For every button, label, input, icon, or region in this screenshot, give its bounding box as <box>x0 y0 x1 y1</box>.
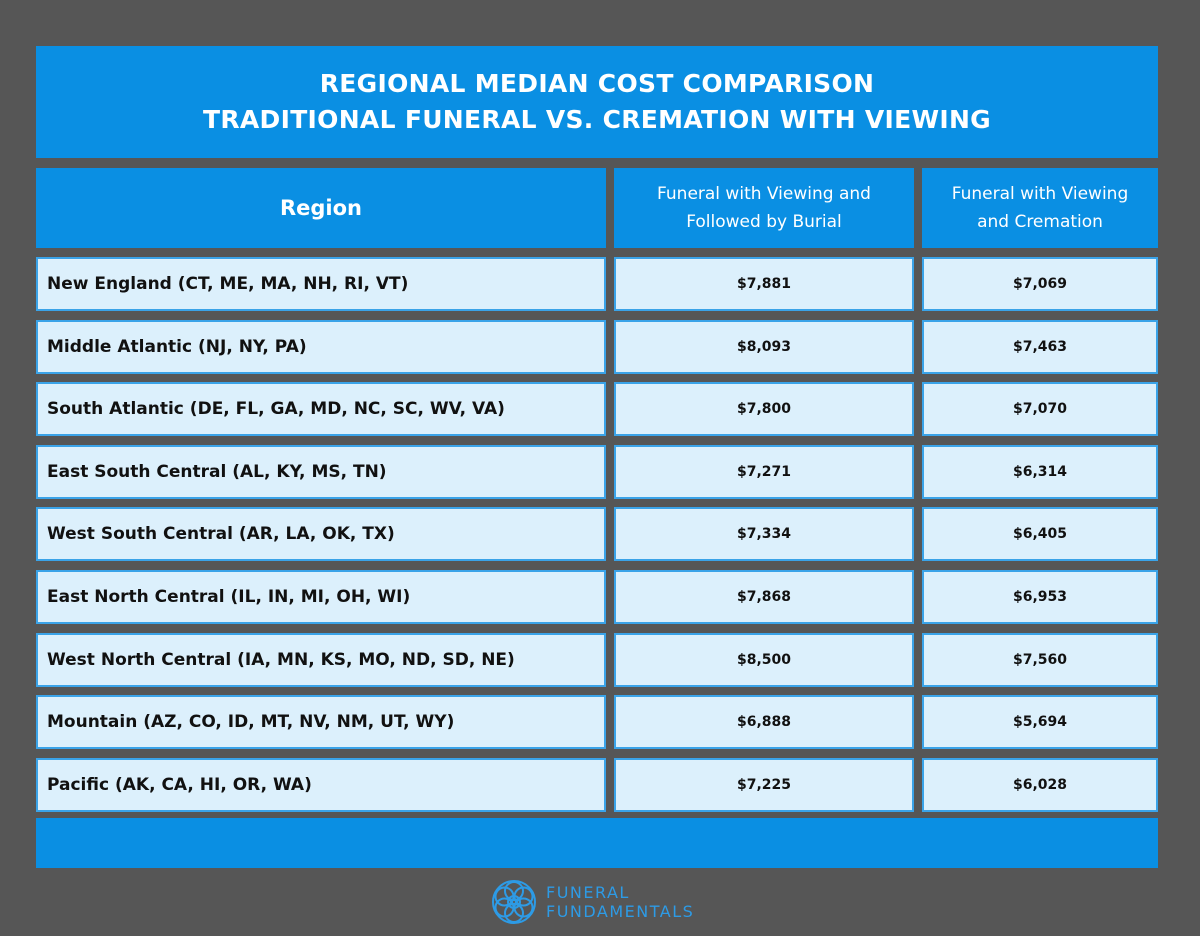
region-cell: West North Central (IA, MN, KS, MO, ND, … <box>36 632 606 687</box>
cost-cell: $6,314 <box>922 444 1158 499</box>
brand-text: FUNERAL FUNDAMENTALS <box>546 883 694 921</box>
region-cell: Pacific (AK, CA, HI, OR, WA) <box>36 757 606 812</box>
cost-cell: $6,405 <box>922 507 1158 562</box>
region-cell: Mountain (AZ, CO, ID, MT, NV, NM, UT, WY… <box>36 695 606 750</box>
title-banner: REGIONAL MEDIAN COST COMPARISON TRADITION… <box>36 46 1158 158</box>
brand-line: FUNERAL <box>546 883 630 902</box>
cost-cell: $7,463 <box>922 319 1158 374</box>
brand-line: FUNDAMENTALS <box>546 902 695 921</box>
cost-cell: $7,560 <box>922 632 1158 687</box>
header-line: Funeral with Viewing <box>951 184 1129 204</box>
cost-cell: $7,334 <box>614 507 914 562</box>
header-line: Followed by Burial <box>686 212 842 232</box>
region-cell: East South Central (AL, KY, MS, TN) <box>36 444 606 499</box>
cost-cell: $6,028 <box>922 757 1158 812</box>
cost-cell: $6,953 <box>922 570 1158 624</box>
cost-cell: $7,800 <box>614 382 914 437</box>
header-line: Funeral with Viewing and <box>657 184 871 204</box>
brand-logo: FUNERAL FUNDAMENTALS <box>490 878 694 926</box>
cost-cell: $8,093 <box>614 319 914 374</box>
cost-cell: $7,271 <box>614 444 914 499</box>
cost-cell: $7,881 <box>614 257 914 311</box>
cost-cell: $8,500 <box>614 632 914 687</box>
cost-cell: $7,868 <box>614 570 914 624</box>
title-line: TRADITIONAL FUNERAL VS. CREMATION WITH V… <box>203 105 991 134</box>
region-cell: South Atlantic (DE, FL, GA, MD, NC, SC, … <box>36 382 606 437</box>
title-line: REGIONAL MEDIAN COST COMPARISON <box>319 69 875 98</box>
cost-cell: $7,069 <box>922 257 1158 311</box>
cost-cell: $5,694 <box>922 695 1158 750</box>
header-line: and Cremation <box>977 212 1103 232</box>
cost-cell: $7,070 <box>922 382 1158 437</box>
header-line: Region <box>279 196 363 220</box>
column-header: Funeral with Viewing and Cremation <box>922 168 1158 248</box>
region-cell: New England (CT, ME, MA, NH, RI, VT) <box>36 257 606 311</box>
cost-cell: $6,888 <box>614 695 914 750</box>
logo-icon <box>492 880 536 924</box>
column-header: Region <box>36 168 606 248</box>
cost-cell: $7,225 <box>614 757 914 812</box>
region-cell: East North Central (IL, IN, MI, OH, WI) <box>36 570 606 624</box>
footer-bar <box>36 818 1158 868</box>
region-cell: Middle Atlantic (NJ, NY, PA) <box>36 319 606 374</box>
column-header: Funeral with Viewing and Followed by Buri… <box>614 168 914 248</box>
region-cell: West South Central (AR, LA, OK, TX) <box>36 507 606 562</box>
